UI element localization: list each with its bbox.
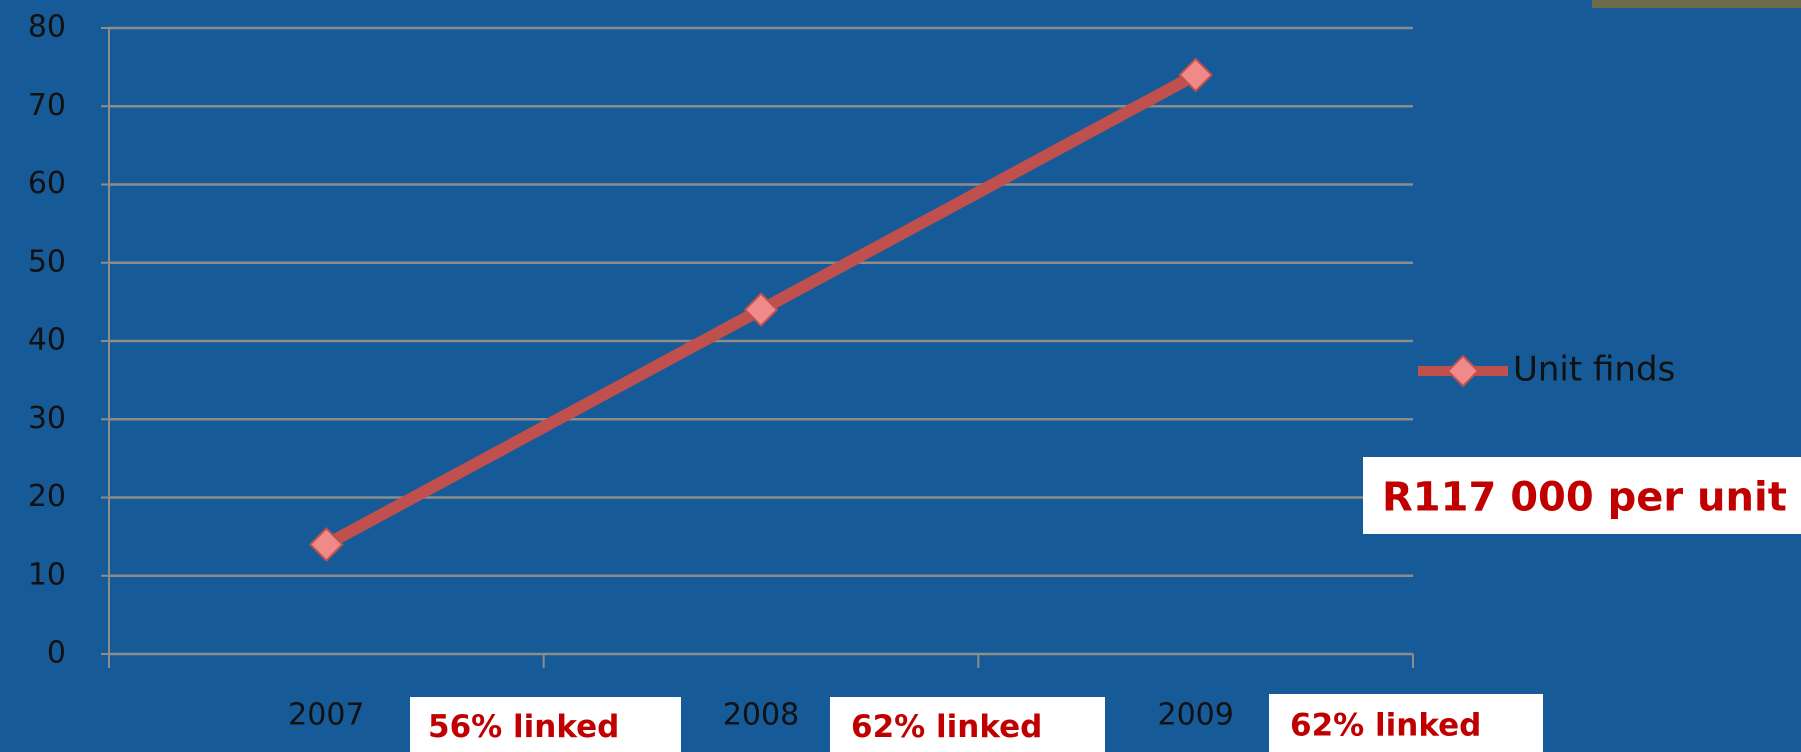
annotation: 62% linked	[851, 709, 1042, 745]
x-tick-label: 2009	[1157, 698, 1233, 733]
x-tick-label: 2007	[288, 698, 364, 733]
marker	[743, 292, 779, 328]
annotation: 62% linked	[1290, 708, 1481, 744]
y-tick-label: 60	[28, 166, 66, 201]
x-tick-label: 2008	[723, 698, 799, 733]
marker	[1178, 57, 1214, 93]
y-tick-label: 50	[28, 244, 66, 279]
legend-label: Unit finds	[1513, 350, 1675, 390]
legend-marker	[1446, 354, 1480, 388]
y-tick-label: 10	[28, 557, 66, 592]
annotation-box	[830, 697, 1105, 752]
y-tick-label: 80	[28, 10, 66, 45]
annotation: R117 000 per unit	[1382, 475, 1787, 521]
y-tick-label: 40	[28, 323, 66, 358]
annotation-box	[1363, 457, 1801, 534]
annotation-box	[1269, 694, 1543, 752]
marker	[308, 527, 344, 562]
y-tick-label: 20	[28, 479, 66, 514]
y-tick-label: 0	[47, 636, 66, 671]
y-tick-label: 30	[28, 401, 66, 436]
y-tick-label: 70	[28, 88, 66, 123]
annotation-box	[410, 697, 681, 752]
photo-edge	[1592, 0, 1801, 8]
annotation: 56% linked	[428, 709, 619, 745]
